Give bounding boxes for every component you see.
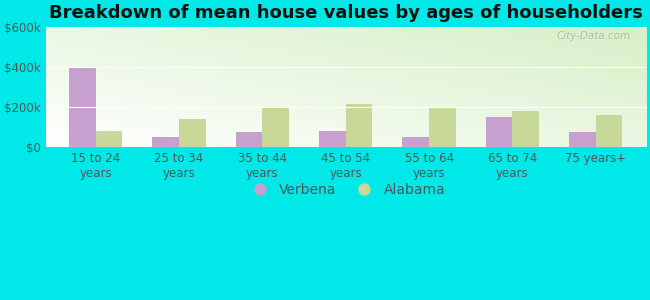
Bar xyxy=(512,111,539,147)
Bar xyxy=(402,136,429,147)
Bar xyxy=(179,118,205,147)
Bar xyxy=(152,136,179,147)
Bar xyxy=(569,132,596,147)
Bar xyxy=(429,108,456,147)
Bar xyxy=(486,117,512,147)
Legend: Verbena, Alabama: Verbena, Alabama xyxy=(240,177,451,202)
Bar xyxy=(69,67,96,147)
Bar xyxy=(319,130,346,147)
Title: Breakdown of mean house values by ages of householders: Breakdown of mean house values by ages o… xyxy=(49,4,643,22)
Bar xyxy=(596,115,623,147)
Bar xyxy=(263,108,289,147)
Text: City-Data.com: City-Data.com xyxy=(556,31,631,41)
Bar xyxy=(346,103,372,147)
Bar xyxy=(236,132,263,147)
Bar xyxy=(96,130,122,147)
